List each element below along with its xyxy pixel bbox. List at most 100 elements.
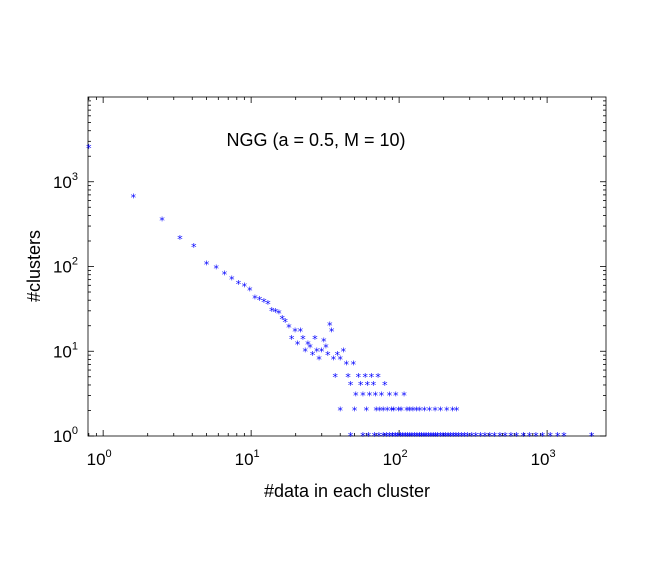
data-point: * [447, 430, 454, 443]
data-point: * [533, 430, 540, 443]
data-points: ****** * * * * ******************************… [85, 142, 594, 443]
data-point: * [406, 404, 413, 417]
data-point: * [286, 322, 293, 335]
data-point: * [398, 404, 405, 417]
data-point: * [453, 404, 460, 417]
data-point: * [539, 430, 546, 443]
data-point: * [272, 306, 279, 319]
y-tick-label: 101 [53, 340, 78, 361]
data-point: * [437, 404, 444, 417]
data-point: * [386, 390, 393, 403]
data-point: * [345, 371, 352, 384]
data-point: * [384, 404, 391, 417]
data-point: * [337, 353, 344, 366]
tick-marks [88, 97, 606, 437]
data-point: * [191, 241, 198, 254]
data-point: * [409, 430, 416, 443]
data-point: * [357, 379, 364, 392]
data-point: * [321, 336, 328, 349]
data-point: * [411, 430, 418, 443]
data-point: * [443, 404, 450, 417]
data-point: * [366, 390, 373, 403]
data-point: * [383, 430, 390, 443]
data-point: * [323, 342, 330, 355]
data-point: * [375, 371, 382, 384]
data-point: * [388, 404, 395, 417]
tick-labels: 100 101 102 103 100 101 102 103 [53, 171, 556, 469]
data-point: * [316, 353, 323, 366]
data-point: * [213, 262, 220, 275]
data-point: * [330, 353, 337, 366]
data-point: * [159, 214, 166, 227]
data-point: * [307, 342, 314, 355]
data-point: * [418, 430, 425, 443]
data-point: * [177, 233, 184, 246]
data-point: * [203, 259, 210, 272]
x-tick-label: 102 [383, 448, 408, 469]
data-point: * [432, 430, 439, 443]
data-point: * [410, 404, 417, 417]
data-point: * [282, 316, 289, 329]
data-point: * [442, 430, 449, 443]
data-point: * [368, 371, 375, 384]
x-tick-label: 101 [235, 448, 260, 469]
data-point: * [300, 333, 307, 346]
x-axis-label: #data in each cluster [264, 481, 430, 501]
data-point: * [325, 349, 332, 362]
data-point: * [458, 430, 465, 443]
data-point: * [360, 430, 367, 443]
data-point: * [309, 349, 316, 362]
data-point: * [350, 358, 357, 371]
data-point: * [502, 430, 509, 443]
data-point: * [261, 296, 268, 309]
data-point: * [363, 404, 370, 417]
data-point: * [508, 430, 515, 443]
data-point: * [554, 430, 561, 443]
data-point: * [376, 404, 383, 417]
data-point: * [421, 430, 428, 443]
data-point: * [464, 430, 471, 443]
data-point: * [393, 390, 400, 403]
data-point: * [228, 274, 235, 287]
data-point: * [85, 142, 92, 155]
data-point: * [413, 404, 420, 417]
data-point: * [318, 345, 325, 358]
data-point: * [461, 430, 468, 443]
data-point: * [252, 292, 259, 305]
data-point: * [347, 430, 354, 443]
data-point: * [376, 430, 383, 443]
data-point: * [130, 192, 137, 205]
y-axis-label: #clusters [24, 230, 44, 302]
data-point: * [256, 294, 263, 307]
data-point: * [401, 390, 408, 403]
data-point: * [404, 430, 411, 443]
data-point: * [482, 430, 489, 443]
y-tick-label: 102 [53, 256, 78, 277]
data-point: * [235, 278, 242, 291]
data-point: * [432, 404, 439, 417]
data-point: * [414, 430, 421, 443]
data-point: * [353, 390, 360, 403]
data-point: * [294, 339, 301, 352]
data-point: * [362, 371, 369, 384]
data-point: * [378, 390, 385, 403]
data-point: * [520, 430, 527, 443]
data-point: * [497, 430, 504, 443]
data-point: * [430, 430, 437, 443]
y-tick-label: 100 [53, 425, 78, 446]
data-point: * [423, 430, 430, 443]
data-point: * [390, 404, 397, 417]
data-point: * [389, 430, 396, 443]
data-point: * [469, 430, 476, 443]
data-point: * [334, 349, 341, 362]
data-point: * [332, 371, 339, 384]
data-point: * [276, 307, 283, 320]
data-point: * [397, 430, 404, 443]
data-point: * [292, 326, 299, 339]
data-point: * [404, 404, 411, 417]
data-point: * [450, 430, 457, 443]
data-point: * [314, 345, 321, 358]
data-point: * [440, 430, 447, 443]
data-point: * [370, 379, 377, 392]
data-point: * [386, 430, 393, 443]
